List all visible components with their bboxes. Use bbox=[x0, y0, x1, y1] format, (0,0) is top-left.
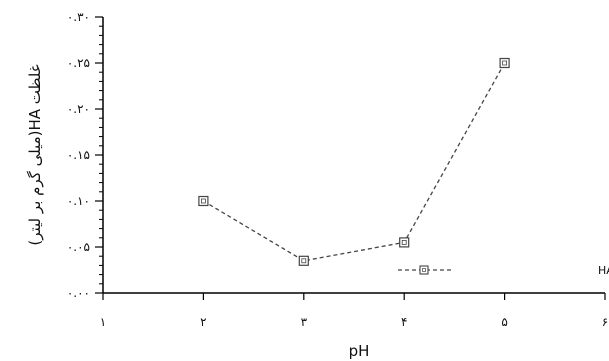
data-point-marker bbox=[399, 237, 410, 248]
legend-label: غلظت باقی مانده HA bbox=[598, 264, 609, 277]
data-point-marker-inner bbox=[301, 258, 307, 264]
data-point-marker-inner bbox=[401, 239, 407, 245]
data-point-marker-inner bbox=[502, 60, 508, 66]
legend-marker bbox=[419, 265, 429, 275]
data-point-marker bbox=[499, 57, 510, 69]
y-tick-label: ۰.۳۰ bbox=[67, 10, 90, 24]
x-tick-label: ۴ bbox=[401, 315, 407, 329]
x-tick-label: ۵ bbox=[501, 315, 507, 329]
y-axis-title: غلظت HA(میلی گرم بر لیتر) bbox=[26, 64, 44, 245]
y-tick-label: ۰.۲۰ bbox=[67, 102, 90, 116]
data-point-marker bbox=[298, 255, 309, 266]
x-tick-label: ۲ bbox=[200, 315, 206, 329]
x-tick-label: ۳ bbox=[301, 315, 308, 329]
data-point-marker-inner bbox=[200, 198, 206, 204]
x-tick-label: ۱ bbox=[100, 315, 106, 329]
series-layer bbox=[198, 57, 510, 266]
y-tick-label: ۰.۱۵ bbox=[67, 148, 90, 162]
data-point-marker bbox=[198, 195, 209, 207]
x-tick-label: ۶ bbox=[602, 315, 608, 329]
x-axis-title: pH bbox=[349, 342, 370, 360]
y-tick-label: ۰.۱۰ bbox=[67, 194, 90, 208]
series-line bbox=[203, 62, 506, 262]
y-tick-label: ۰.۰۵ bbox=[67, 240, 90, 254]
y-axis-ticks: ۰.۰۰ ۰.۰۵ ۰.۱۰ ۰.۱۵ ۰.۲۰ ۰.۲۵ ۰.۳۰ bbox=[67, 10, 103, 300]
y-tick-label: ۰.۲۵ bbox=[67, 56, 90, 70]
legend-marker-inner bbox=[422, 268, 426, 272]
y-tick-label: ۰.۰۰ bbox=[67, 286, 90, 300]
x-axis-ticks: ۱ ۲ ۳ ۴ ۵ ۶ bbox=[100, 293, 608, 329]
legend: غلظت باقی مانده HA bbox=[398, 264, 609, 277]
